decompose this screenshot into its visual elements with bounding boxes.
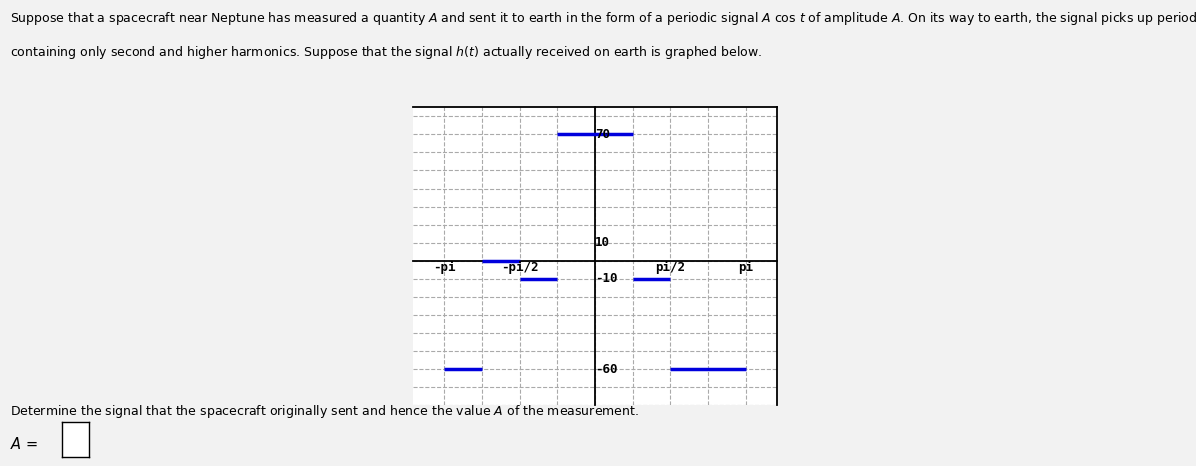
Text: pi/2: pi/2 (655, 261, 685, 274)
Text: containing only second and higher harmonics. Suppose that the signal $h(t)$ actu: containing only second and higher harmon… (10, 44, 762, 61)
Text: Suppose that a spacecraft near Neptune has measured a quantity $A$ and sent it t: Suppose that a spacecraft near Neptune h… (10, 10, 1196, 27)
Text: -10: -10 (594, 273, 617, 285)
Text: 10: 10 (594, 236, 610, 249)
Text: 70: 70 (594, 128, 610, 141)
Text: pi: pi (738, 261, 753, 274)
Text: -pi: -pi (433, 261, 456, 274)
Text: -60: -60 (594, 363, 617, 376)
Text: -pi/2: -pi/2 (501, 261, 538, 274)
Text: Determine the signal that the spacecraft originally sent and hence the value $A$: Determine the signal that the spacecraft… (10, 403, 639, 420)
Text: $A$ =: $A$ = (10, 436, 37, 452)
